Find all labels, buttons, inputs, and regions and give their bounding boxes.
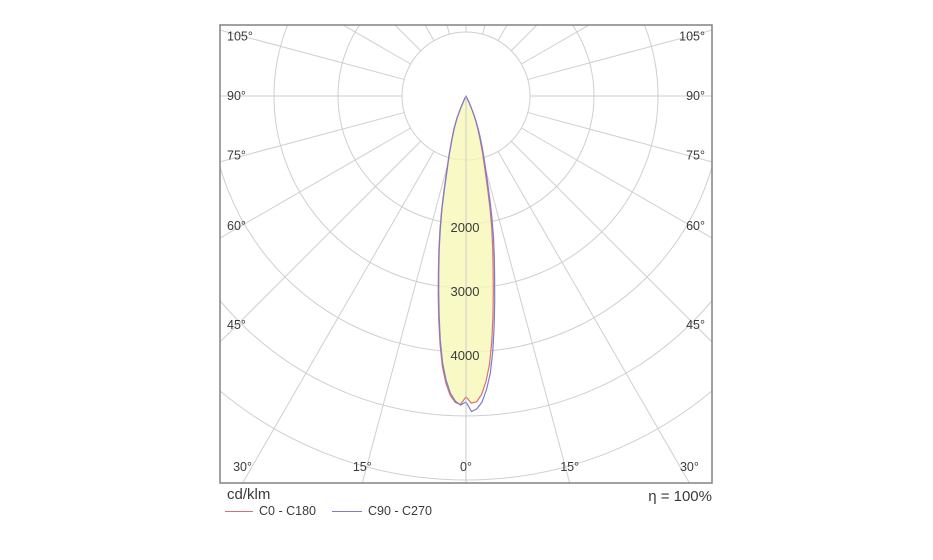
grid-ray <box>361 157 450 483</box>
chart-frame <box>219 24 713 484</box>
grid-ray <box>342 25 411 65</box>
angle-tick-label: 105° <box>679 29 705 43</box>
grid-ray <box>220 127 411 239</box>
beam-curves <box>437 95 496 483</box>
grid-ray <box>482 25 486 35</box>
grid-ray <box>510 140 712 343</box>
curve-c90-c270 <box>438 95 496 413</box>
angle-tick-label: 60° <box>686 219 705 233</box>
grid-ray <box>497 151 691 483</box>
angle-tick-label: 15° <box>560 460 579 474</box>
grid-ray <box>220 29 405 80</box>
legend-label-c0-c180: C0 - C180 <box>259 504 316 518</box>
grid-ray <box>241 151 435 483</box>
angle-tick-label: 90° <box>227 89 246 103</box>
chart-labels: 2000 3000 4000 105° 90° 75° 60° 45° 105° 90° 75° 60… <box>227 29 705 474</box>
grid-ray <box>497 25 508 41</box>
grid-ray <box>527 112 712 163</box>
angle-tick-label: 60° <box>227 219 246 233</box>
angle-tick-label: 105° <box>227 29 253 43</box>
grid-ray <box>527 29 712 80</box>
ring-value-label: 4000 <box>451 348 480 363</box>
grid-ray <box>482 157 571 483</box>
grid-ray <box>521 127 712 239</box>
efficiency-label: η = 100% <box>648 488 712 505</box>
legend-label-c90-c270: C90 - C270 <box>367 504 432 518</box>
units-label: cd/klm <box>227 486 271 503</box>
grid-ray <box>220 140 422 343</box>
angle-tick-label: 75° <box>686 149 705 163</box>
grid-ray <box>424 25 435 41</box>
legend-swatch-c0-c180 <box>225 510 253 512</box>
legend-swatch-c90-c270 <box>331 510 362 512</box>
ring-value-label: 2000 <box>451 220 480 235</box>
ring-value-label: 3000 <box>451 284 480 299</box>
grid-ray <box>220 112 405 163</box>
grid-ray <box>446 25 450 35</box>
angle-tick-label: 75° <box>227 149 246 163</box>
angle-tick-label: 0° <box>460 460 472 474</box>
grid-ray <box>521 25 590 65</box>
angle-tick-label: 30° <box>680 460 699 474</box>
angle-tick-label: 30° <box>233 460 252 474</box>
angle-tick-label: 45° <box>686 318 705 332</box>
angle-tick-label: 15° <box>353 460 372 474</box>
angle-tick-label: 45° <box>227 318 246 332</box>
angle-tick-label: 90° <box>686 89 705 103</box>
chart-legend: C0 - C180 C90 - C270 <box>225 503 432 519</box>
